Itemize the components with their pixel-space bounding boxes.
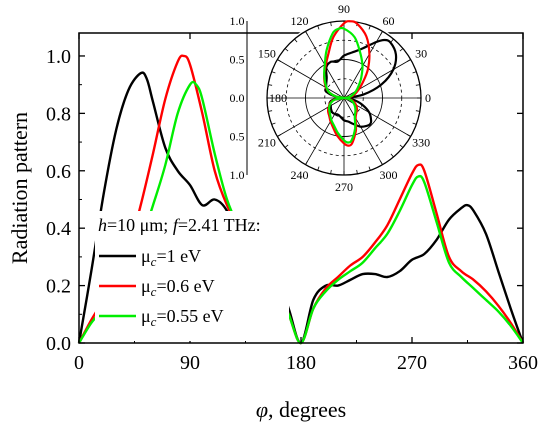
y-tick-label: 0.2: [46, 276, 71, 298]
y-axis-label: Radiation pattern: [7, 112, 32, 264]
polar-tick: [390, 38, 394, 43]
x-tick-label: 180: [286, 352, 316, 374]
legend-h-symbol: h: [98, 215, 107, 235]
x-axis-label-text: , degrees: [268, 397, 346, 422]
polar-radial-label: 0.5: [230, 53, 245, 67]
legend-rest: =0.55 eV: [156, 306, 223, 326]
polar-angle-label: 90: [338, 2, 350, 16]
polar-tick: [268, 84, 273, 86]
legend-f-value: =2.41 THz:: [178, 215, 261, 235]
polar-angle-label: 30: [415, 47, 427, 61]
polar-curves: [323, 20, 398, 147]
x-tick-label: 360: [508, 352, 538, 374]
polar-tick: [330, 169, 332, 174]
legend-mu: μ: [141, 246, 151, 266]
y-tick-label: 0.6: [46, 161, 71, 183]
polar-tick: [412, 71, 417, 74]
y-tick-label: 0.0: [46, 333, 71, 355]
polar-radial-label: 1.0: [230, 14, 245, 28]
polar-spoke: [277, 59, 345, 99]
polar-tick: [380, 31, 383, 35]
polar-angle-label: 330: [412, 136, 430, 150]
y-tick-label: 1.0: [46, 46, 71, 68]
polar-tick: [415, 110, 420, 112]
legend-f-symbol: f: [173, 215, 181, 235]
legend-sub: c: [151, 284, 157, 299]
legend-h-value: =10 μm;: [107, 215, 173, 235]
polar-angle-label: 210: [258, 136, 276, 150]
polar-angle-label: 150: [258, 47, 276, 61]
polar-tick: [399, 48, 404, 52]
legend-sub: c: [151, 314, 157, 329]
polar-angle-label: 270: [335, 180, 353, 194]
polar-tick: [368, 25, 371, 30]
polar-spoke: [277, 97, 345, 137]
polar-tick: [305, 31, 308, 35]
legend-sub: c: [151, 254, 157, 269]
x-tick-label: 270: [397, 352, 427, 374]
polar-radial-label: 0.0: [230, 91, 245, 105]
polar-tick: [277, 134, 281, 137]
polar-tick: [317, 166, 320, 171]
polar-tick: [271, 71, 276, 74]
legend-mu: μ: [141, 306, 151, 326]
polar-tick: [284, 144, 289, 148]
x-tick-label: 0: [74, 352, 84, 374]
legend-label-2: μc=0.55 eV: [141, 306, 224, 329]
polar-tick: [412, 122, 417, 125]
polar-angle-label: 60: [383, 14, 395, 28]
x-axis-label: φ, degrees: [256, 397, 346, 422]
polar-tick: [407, 134, 411, 137]
legend-header: h=10 μm; f=2.41 THz:: [98, 215, 261, 235]
x-axis-ticks: 0 90 180 270 360: [74, 33, 538, 374]
polar-tick: [294, 153, 298, 158]
polar-tick: [415, 84, 420, 86]
polar-outer-ring: [266, 20, 422, 176]
legend-rest: =0.6 eV: [156, 276, 214, 296]
x-tick-label: 90: [180, 352, 200, 374]
polar-tick: [330, 22, 332, 27]
polar-tick: [284, 48, 289, 52]
polar-radial-labels: 0.0 0.5 1.0 0.5 1.0: [230, 14, 248, 182]
legend-mu: μ: [141, 276, 151, 296]
y-tick-label: 0.4: [46, 218, 71, 240]
legend-background: [95, 211, 289, 341]
polar-tick: [356, 169, 358, 174]
x-axis-label-symbol: φ: [256, 397, 268, 422]
polar-angle-label: 300: [380, 168, 398, 182]
polar-tick: [268, 110, 273, 112]
polar-tick: [390, 153, 394, 158]
polar-tick: [294, 38, 298, 43]
legend-label-1: μc=0.6 eV: [141, 276, 215, 299]
polar-spoke: [305, 97, 345, 165]
y-tick-label: 0.8: [46, 103, 71, 125]
legend-label-0: μc=1 eV: [141, 246, 201, 269]
polar-tick: [407, 59, 411, 62]
polar-tick: [380, 161, 383, 165]
polar-tick: [368, 166, 371, 171]
polar-angle-label: 120: [291, 14, 309, 28]
polar-angle-label: 180: [269, 91, 287, 105]
polar-tick: [271, 122, 276, 125]
polar-tick: [317, 25, 320, 30]
polar-spoke: [343, 97, 383, 165]
y-axis-ticks: 0.0 0.2 0.4 0.6 0.8 1.0: [46, 46, 523, 355]
polar-angle-label: 240: [291, 168, 309, 182]
polar-tick: [399, 144, 404, 148]
polar-tick: [305, 161, 308, 165]
polar-radial-label: 1.0: [230, 168, 245, 182]
legend-rest: =1 eV: [156, 246, 201, 266]
polar-angle-labels: 30 60 90 120 150 210 240 270 300 330 180 0: [258, 2, 431, 194]
polar-radial-label: 0.5: [230, 130, 245, 144]
polar-angle-label: 0: [425, 91, 431, 105]
polar-inset: 30 60 90 120 150 210 240 270 300 330 180 0 0.0 0.5 1.…: [230, 2, 432, 194]
main-chart: 0 90 180 270 360 0.0 0.2 0.4 0.6 0.8 1.0 φ, degre…: [7, 32, 538, 422]
polar-series-line-2: [323, 26, 364, 144]
polar-tick: [277, 59, 281, 62]
